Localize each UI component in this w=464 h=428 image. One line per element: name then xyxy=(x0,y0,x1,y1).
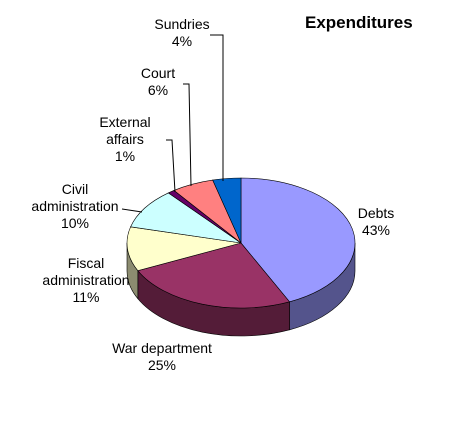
pie-slice xyxy=(212,177,242,244)
category-label: Civil administration xyxy=(31,181,119,214)
slice-label: Debts 43% xyxy=(346,205,406,239)
leader-lines xyxy=(121,34,224,213)
pie-slice xyxy=(130,192,242,244)
chart-title: Expenditures xyxy=(305,13,413,32)
leader-line xyxy=(210,34,224,181)
pie-slice xyxy=(126,226,242,272)
category-label: War department xyxy=(112,340,212,356)
slice-label: Court 6% xyxy=(128,65,188,99)
value-label: 1% xyxy=(114,148,136,164)
value-label: 25% xyxy=(147,357,177,373)
pie-tops xyxy=(126,177,356,309)
value-label: 10% xyxy=(60,215,90,231)
category-label: External affairs xyxy=(99,114,151,147)
pie-slice xyxy=(240,177,356,303)
slice-label: War department 25% xyxy=(107,340,217,374)
leader-line xyxy=(166,139,176,193)
slice-label: Civil administration 10% xyxy=(20,181,130,232)
pie-slice xyxy=(137,242,291,309)
slice-label: Fiscal administration 11% xyxy=(31,255,141,306)
leader-line xyxy=(121,208,143,213)
slice-label: External affairs 1% xyxy=(85,114,165,165)
slice-label: Sundries 4% xyxy=(142,16,222,50)
category-label: Sundries xyxy=(154,16,210,32)
value-label: 43% xyxy=(361,222,391,238)
value-label: 6% xyxy=(147,82,169,98)
value-label: 11% xyxy=(72,289,100,305)
category-label: Court xyxy=(140,65,176,81)
leader-line xyxy=(183,83,192,187)
value-label: 4% xyxy=(171,33,193,49)
category-label: Fiscal administration xyxy=(42,255,130,288)
category-label: Debts xyxy=(357,205,395,221)
